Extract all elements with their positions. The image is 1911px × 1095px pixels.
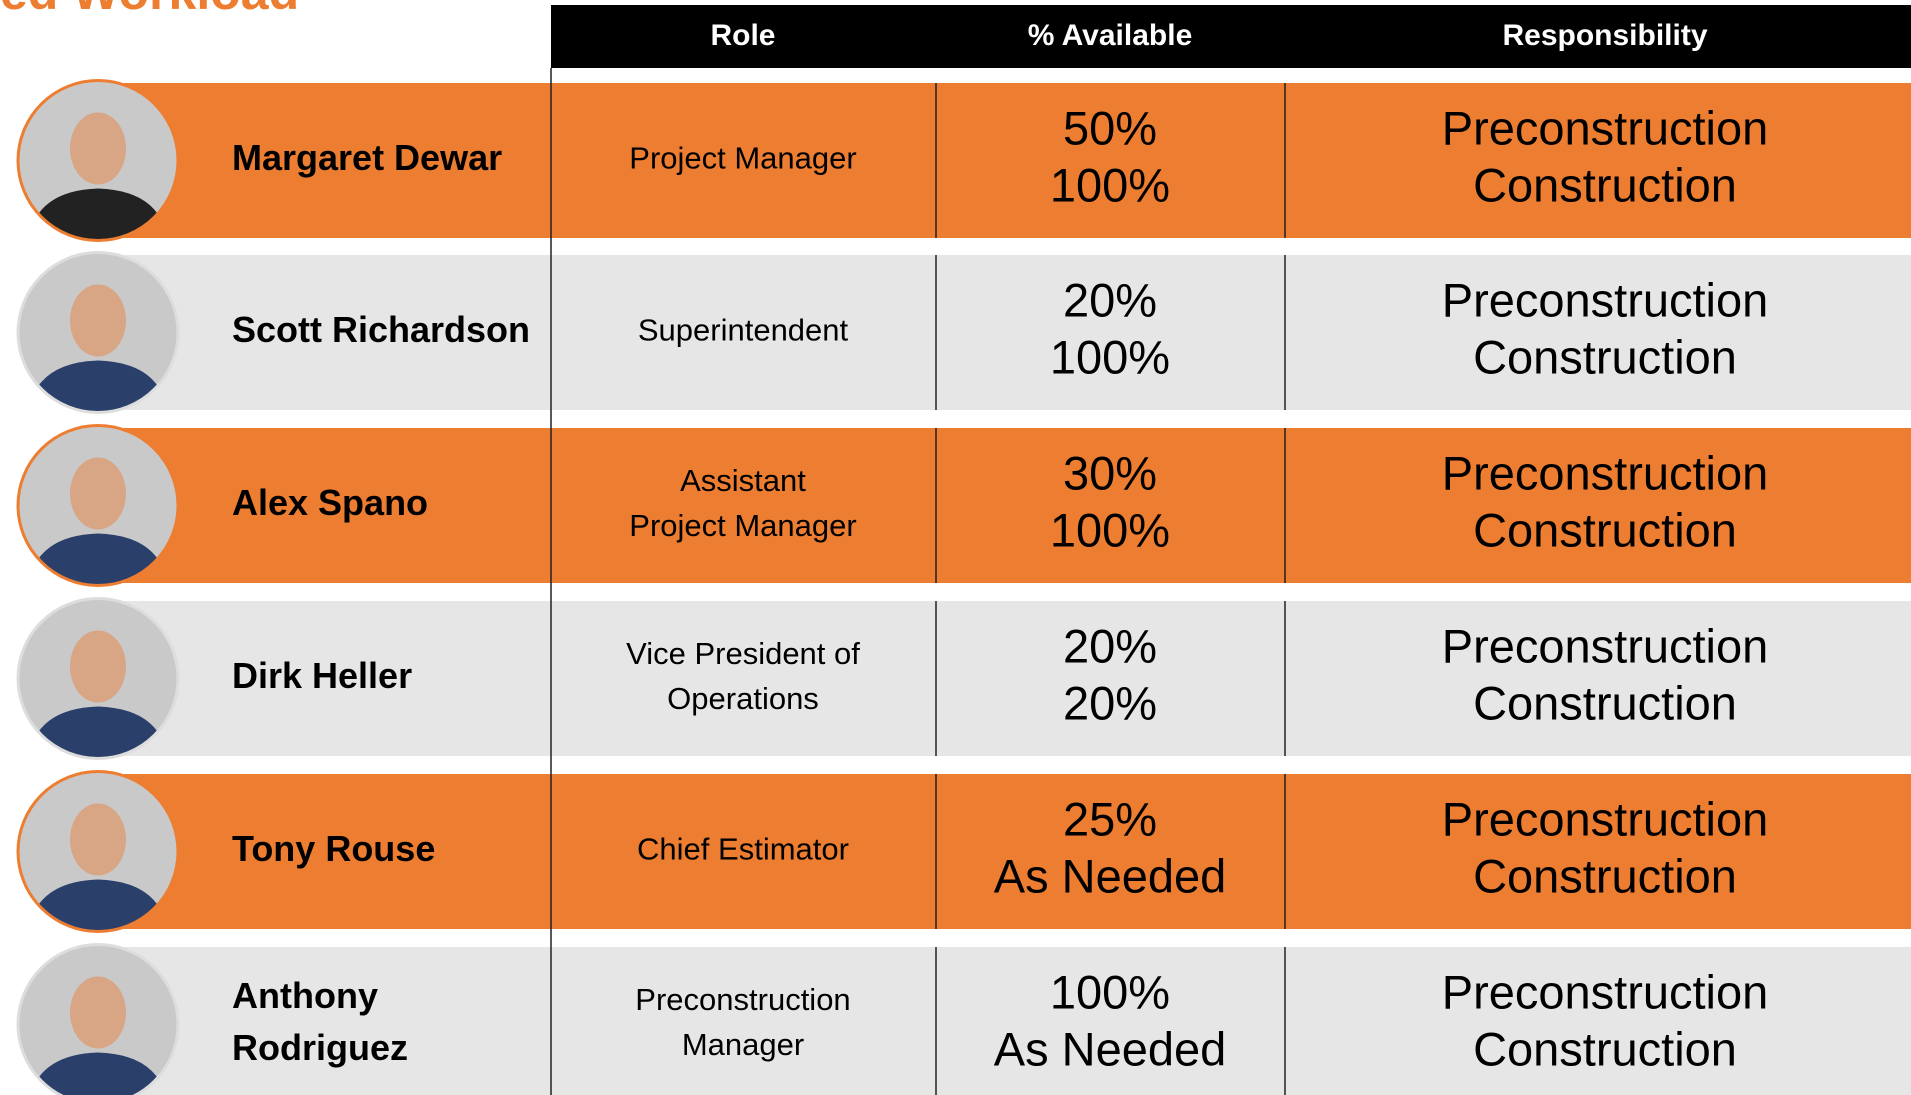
availability-text: As Needed [994, 849, 1227, 902]
responsibility-text: Preconstruction [1442, 619, 1769, 672]
row-band [90, 83, 1911, 238]
responsibility-text: Preconstruction [1442, 965, 1769, 1018]
person-name: Anthony [232, 975, 378, 1016]
portrait-body [28, 360, 168, 413]
role-text: Vice President of [626, 636, 860, 671]
availability-text: 20% [1063, 273, 1157, 326]
responsibility-text: Construction [1473, 676, 1737, 729]
responsibility-text: Construction [1473, 849, 1737, 902]
portrait-frame [16, 770, 180, 933]
portrait [18, 252, 178, 413]
slide-title: ed Workload [0, 0, 299, 20]
portrait-head [70, 976, 126, 1049]
availability-text: 20% [1063, 676, 1157, 729]
portrait-head [70, 457, 126, 530]
portrait-frame [16, 597, 180, 760]
role-text: Assistant [680, 463, 806, 498]
responsibility-text: Preconstruction [1442, 101, 1769, 154]
portrait [18, 80, 178, 241]
responsibility-text: Preconstruction [1442, 273, 1769, 326]
availability-text: 100% [1050, 965, 1170, 1018]
header-available: % Available [1028, 19, 1193, 52]
person-name: Alex Spano [232, 482, 428, 523]
person-name: Tony Rouse [232, 828, 435, 869]
role-text: Chief Estimator [637, 832, 849, 867]
availability-text: 20% [1063, 619, 1157, 672]
portrait-frame [16, 424, 180, 587]
availability-text: 100% [1050, 158, 1170, 211]
availability-text: 25% [1063, 792, 1157, 845]
portrait-frame [16, 251, 180, 414]
portrait-head [70, 284, 126, 357]
portrait-head [70, 630, 126, 703]
portrait [18, 944, 178, 1095]
person-name: Scott Richardson [232, 309, 530, 350]
role-text: Operations [667, 681, 819, 716]
portrait-frame [16, 943, 180, 1095]
portrait [18, 425, 178, 586]
portrait-head [70, 803, 126, 876]
portrait-body [28, 1052, 168, 1095]
availability-text: As Needed [994, 1022, 1227, 1075]
role-text: Project Manager [629, 508, 856, 543]
portrait [18, 771, 178, 932]
availability-text: 100% [1050, 503, 1170, 556]
header-bar [551, 5, 1911, 68]
row-band [90, 774, 1911, 929]
row-band [90, 601, 1911, 756]
role-text: Superintendent [638, 313, 849, 348]
header-role: Role [710, 19, 775, 52]
portrait-body [28, 533, 168, 586]
person-name: Dirk Heller [232, 655, 412, 696]
responsibility-text: Construction [1473, 1022, 1737, 1075]
portrait-body [28, 188, 168, 241]
header-responsibility: Responsibility [1502, 19, 1707, 52]
responsibility-text: Preconstruction [1442, 792, 1769, 845]
row-band [90, 428, 1911, 583]
role-text: Preconstruction [635, 982, 850, 1017]
responsibility-text: Construction [1473, 503, 1737, 556]
row-band [90, 255, 1911, 410]
availability-text: 100% [1050, 330, 1170, 383]
availability-text: 30% [1063, 446, 1157, 499]
availability-text: 50% [1063, 101, 1157, 154]
portrait-frame [16, 79, 180, 242]
portrait-head [70, 112, 126, 185]
portrait-body [28, 706, 168, 759]
person-name: Rodriguez [232, 1027, 408, 1068]
role-text: Project Manager [629, 141, 856, 176]
portrait-body [28, 879, 168, 932]
responsibility-text: Preconstruction [1442, 446, 1769, 499]
responsibility-text: Construction [1473, 330, 1737, 383]
person-name: Margaret Dewar [232, 137, 502, 178]
responsibility-text: Construction [1473, 158, 1737, 211]
portrait [18, 598, 178, 759]
role-text: Manager [682, 1027, 804, 1062]
row-band [90, 947, 1911, 1095]
